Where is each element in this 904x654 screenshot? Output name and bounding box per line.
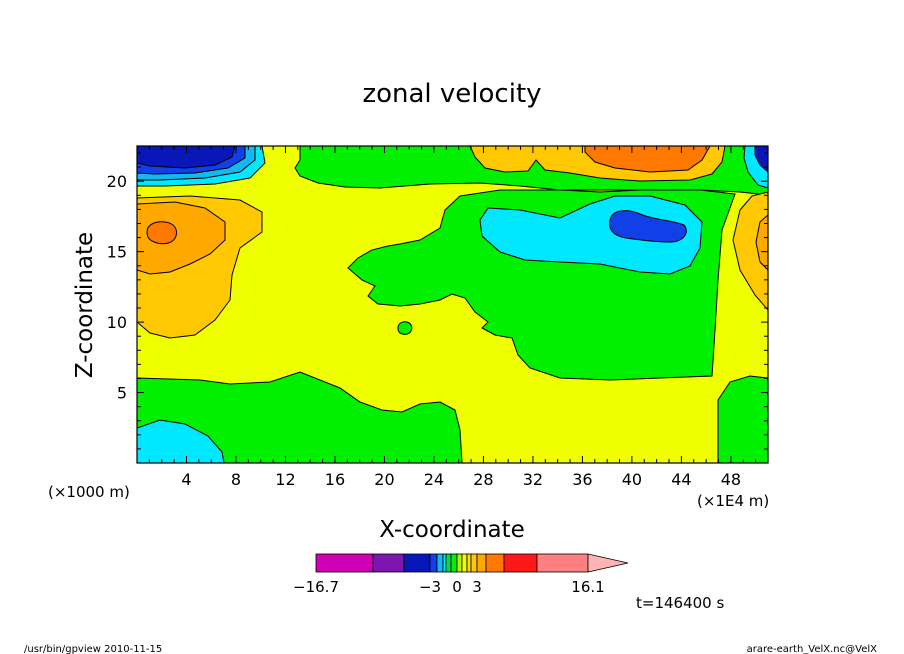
- y-axis-title: Z-coordinate: [72, 232, 98, 378]
- footer-right: arare-earth_VelX.nc@VelX: [747, 644, 878, 654]
- top-right-corner-blue-zone: [754, 146, 768, 173]
- footer-left: /usr/bin/gpview 2010-11-15: [24, 644, 162, 654]
- y-tick-label: 15: [107, 243, 127, 262]
- y-tick-label: 5: [117, 384, 127, 403]
- y-unit-label: (×1000 m): [48, 483, 130, 501]
- x-tick-label: 4: [181, 470, 191, 489]
- colorbar-segment: [536, 553, 589, 573]
- colorbar-tick-label: 3: [472, 578, 482, 596]
- bottom-left-cyan-zone: [137, 419, 225, 463]
- top-left-dark-blue-zone: [137, 146, 236, 169]
- colorbar-segment: [503, 553, 538, 573]
- colorbar-segment: [445, 553, 452, 573]
- colorbar-segment: [372, 553, 405, 573]
- y-axis: 5 10 15 20: [107, 152, 768, 450]
- x-axis: 4 8 12 16 20 24 28 32 36 40 44 48: [148, 146, 757, 489]
- colorbar: −16.7 −3 0 3 16.1: [293, 553, 629, 596]
- chart-title: zonal velocity: [362, 79, 541, 109]
- x-tick-label: 44: [671, 470, 691, 489]
- x-tick-label: 40: [622, 470, 642, 489]
- right-edge-orange-zone: [732, 191, 768, 311]
- colorbar-segment: [403, 553, 431, 573]
- bottom-left-green-zone: [137, 371, 463, 463]
- mid-right-cyan-zone: [479, 195, 703, 275]
- mid-right-blue-zone: [609, 210, 687, 243]
- top-right-deep-orange-zone: [584, 146, 711, 173]
- x-tick-label: 24: [424, 470, 444, 489]
- x-axis-title: X-coordinate: [379, 517, 525, 543]
- x-tick-label: 36: [572, 470, 592, 489]
- x-tick-label: 28: [473, 470, 493, 489]
- contour-field: [137, 146, 768, 463]
- time-label: t=146400 s: [636, 594, 724, 612]
- colorbar-segment: [450, 553, 458, 573]
- x-tick-label: 16: [325, 470, 345, 489]
- colorbar-tick-label: −16.7: [293, 578, 339, 596]
- colorbar-segment: [466, 553, 472, 573]
- left-deep-orange-zone: [137, 201, 226, 275]
- middle-green-spot: [397, 321, 413, 335]
- colorbar-segment: [429, 553, 438, 573]
- x-tick-label: 20: [374, 470, 394, 489]
- plot-frame: [136, 145, 769, 464]
- colorbar-tick-label: 16.1: [571, 578, 604, 596]
- bottom-right-green-zone: [717, 375, 768, 463]
- x-tick-label: 8: [231, 470, 241, 489]
- x-tick-label: 48: [721, 470, 741, 489]
- right-edge-deep-orange-zone: [755, 214, 768, 271]
- left-orange-core: [146, 221, 177, 245]
- colorbar-segment: [436, 553, 444, 573]
- colorbar-segment: [315, 553, 374, 573]
- colorbar-segment: [485, 553, 505, 573]
- colorbar-segment: [442, 553, 447, 573]
- colorbar-tick-label: 0: [452, 578, 462, 596]
- x-unit-label: (×1E4 m): [697, 492, 769, 510]
- y-tick-label: 10: [107, 313, 127, 332]
- x-tick-label: 12: [275, 470, 295, 489]
- y-tick-label: 20: [107, 172, 127, 191]
- x-tick-label: 32: [523, 470, 543, 489]
- colorbar-segment: [470, 553, 478, 573]
- colorbar-tick-label: −3: [419, 578, 441, 596]
- colorbar-segment: [476, 553, 487, 573]
- colorbar-segment: [456, 553, 463, 573]
- colorbar-segment: [461, 553, 468, 573]
- colorbar-max-arrow: [587, 553, 629, 573]
